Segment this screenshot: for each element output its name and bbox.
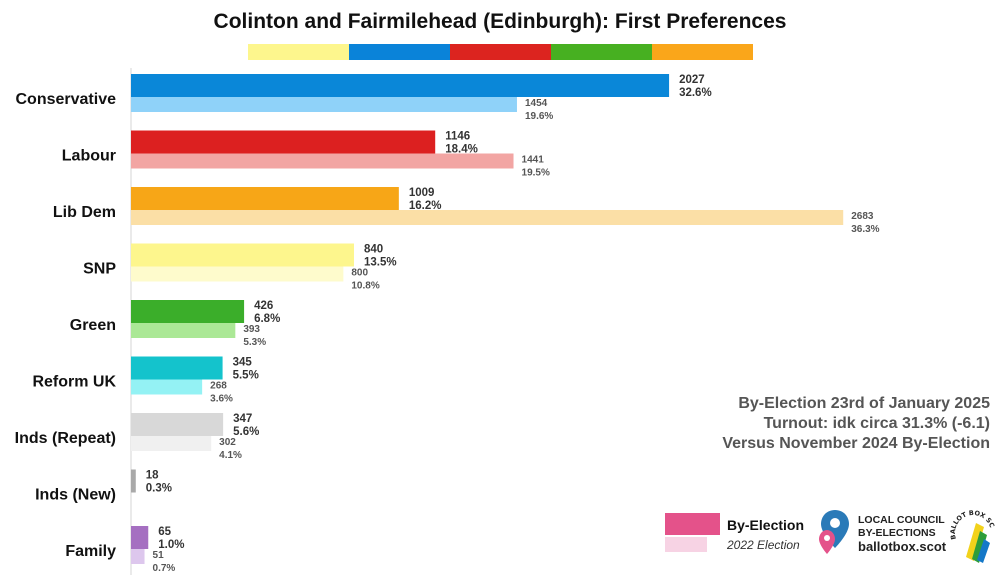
bar-by-election-labour	[131, 130, 436, 154]
party-label-labour: Labour	[62, 148, 116, 165]
bar-by-election-family	[131, 526, 149, 549]
party-label-green: Green	[70, 317, 116, 334]
legend-label-by-election: By-Election	[727, 517, 805, 533]
bar-by-election-green	[131, 300, 245, 323]
value-label-2022-reform-uk: 268	[210, 381, 227, 392]
value-label-by-election-green: 426	[254, 300, 273, 312]
value-label-by-election-inds-new: 18	[146, 470, 159, 482]
bar-by-election-inds-new	[131, 469, 136, 493]
map-pin-icon	[819, 510, 849, 554]
party-label-lib-dem: Lib Dem	[53, 204, 116, 221]
bar-2022-reform-uk	[131, 379, 203, 395]
color-strip-swatch	[551, 44, 652, 60]
bar-2022-green	[131, 323, 236, 338]
legend-swatch-2022	[665, 537, 707, 552]
percent-label-by-election-inds-repeat: 5.6%	[233, 426, 259, 438]
color-strip-swatch	[248, 44, 349, 60]
value-label-2022-lib-dem: 2683	[851, 211, 874, 222]
bar-2022-inds-repeat	[131, 436, 212, 451]
percent-label-by-election-snp: 13.5%	[364, 257, 397, 269]
brand-text: LOCAL COUNCIL BY-ELECTIONS ballotbox.sco…	[858, 514, 946, 553]
bar-by-election-snp	[131, 243, 354, 267]
percent-label-by-election-inds-new: 0.3%	[146, 483, 172, 495]
value-label-2022-green: 393	[243, 324, 260, 335]
value-label-by-election-reform-uk: 345	[233, 357, 253, 369]
value-label-by-election-conservative: 2027	[679, 74, 705, 86]
turnout-text: Turnout: idk circa 31.3% (-6.1)	[763, 415, 990, 432]
percent-label-2022-snp: 10.8%	[351, 281, 379, 292]
bar-by-election-lib-dem	[131, 187, 399, 210]
value-label-2022-conservative: 1454	[525, 98, 548, 109]
value-label-by-election-lib-dem: 1009	[409, 187, 435, 199]
percent-label-2022-labour: 19.5%	[522, 168, 550, 179]
ballot-box-scotland-seal-icon: BALLOT BOX SCOTLAND	[950, 505, 996, 563]
color-strip-swatch	[652, 44, 753, 60]
value-label-2022-labour: 1441	[522, 155, 545, 166]
percent-label-2022-family: 0.7%	[153, 563, 176, 574]
brand-line-2: BY-ELECTIONS	[858, 527, 936, 539]
percent-label-by-election-labour: 18.4%	[445, 144, 478, 156]
bar-by-election-inds-repeat	[131, 413, 224, 436]
bar-by-election-reform-uk	[131, 356, 223, 380]
value-label-2022-family: 51	[153, 550, 165, 561]
value-label-by-election-family: 65	[158, 526, 171, 538]
percent-label-2022-reform-uk: 3.6%	[210, 394, 233, 405]
percent-label-by-election-conservative: 32.6%	[679, 87, 712, 99]
brand-url: ballotbox.scot	[858, 539, 947, 554]
party-label-reform-uk: Reform UK	[32, 374, 116, 391]
party-label-family: Family	[65, 543, 116, 560]
bar-2022-conservative	[131, 97, 517, 112]
percent-label-by-election-family: 1.0%	[158, 539, 184, 551]
election-info: By-Election 23rd of January 2025 Turnout…	[722, 394, 990, 454]
bar-2022-snp	[131, 266, 344, 282]
party-label-inds-new: Inds (New)	[35, 487, 116, 504]
value-label-by-election-labour: 1146	[445, 131, 470, 143]
percent-label-by-election-reform-uk: 5.5%	[233, 370, 259, 382]
party-label-inds-repeat: Inds (Repeat)	[15, 430, 116, 447]
color-strip-swatch	[450, 44, 551, 60]
percent-label-2022-conservative: 19.6%	[525, 111, 553, 122]
bar-2022-family	[131, 549, 145, 564]
comparison-text: Versus November 2024 By-Election	[722, 435, 990, 452]
percent-label-by-election-green: 6.8%	[254, 313, 280, 325]
percent-label-by-election-lib-dem: 16.2%	[409, 200, 442, 212]
value-label-2022-snp: 800	[351, 268, 368, 279]
percent-label-2022-green: 5.3%	[243, 337, 266, 348]
color-strip-swatch	[349, 44, 450, 60]
party-label-snp: SNP	[83, 261, 116, 278]
value-label-by-election-inds-repeat: 347	[233, 413, 252, 425]
value-label-2022-inds-repeat: 302	[219, 437, 236, 448]
party-label-conservative: Conservative	[16, 91, 117, 108]
party-color-strip	[248, 44, 753, 60]
bar-2022-labour	[131, 153, 514, 169]
bar-2022-lib-dem	[131, 210, 844, 225]
legend-label-2022: 2022 Election	[727, 538, 800, 552]
percent-label-2022-inds-repeat: 4.1%	[219, 450, 242, 461]
chart-title: Colinton and Fairmilehead (Edinburgh): F…	[213, 10, 787, 33]
legend-swatch-by-election	[665, 513, 720, 535]
value-label-by-election-snp: 840	[364, 244, 383, 256]
bar-by-election-conservative	[131, 74, 670, 97]
brand-logo: LOCAL COUNCIL BY-ELECTIONS ballotbox.sco…	[818, 506, 948, 566]
election-date: By-Election 23rd of January 2025	[738, 395, 990, 412]
percent-label-2022-lib-dem: 36.3%	[851, 224, 879, 235]
brand-line-1: LOCAL COUNCIL	[858, 514, 945, 526]
